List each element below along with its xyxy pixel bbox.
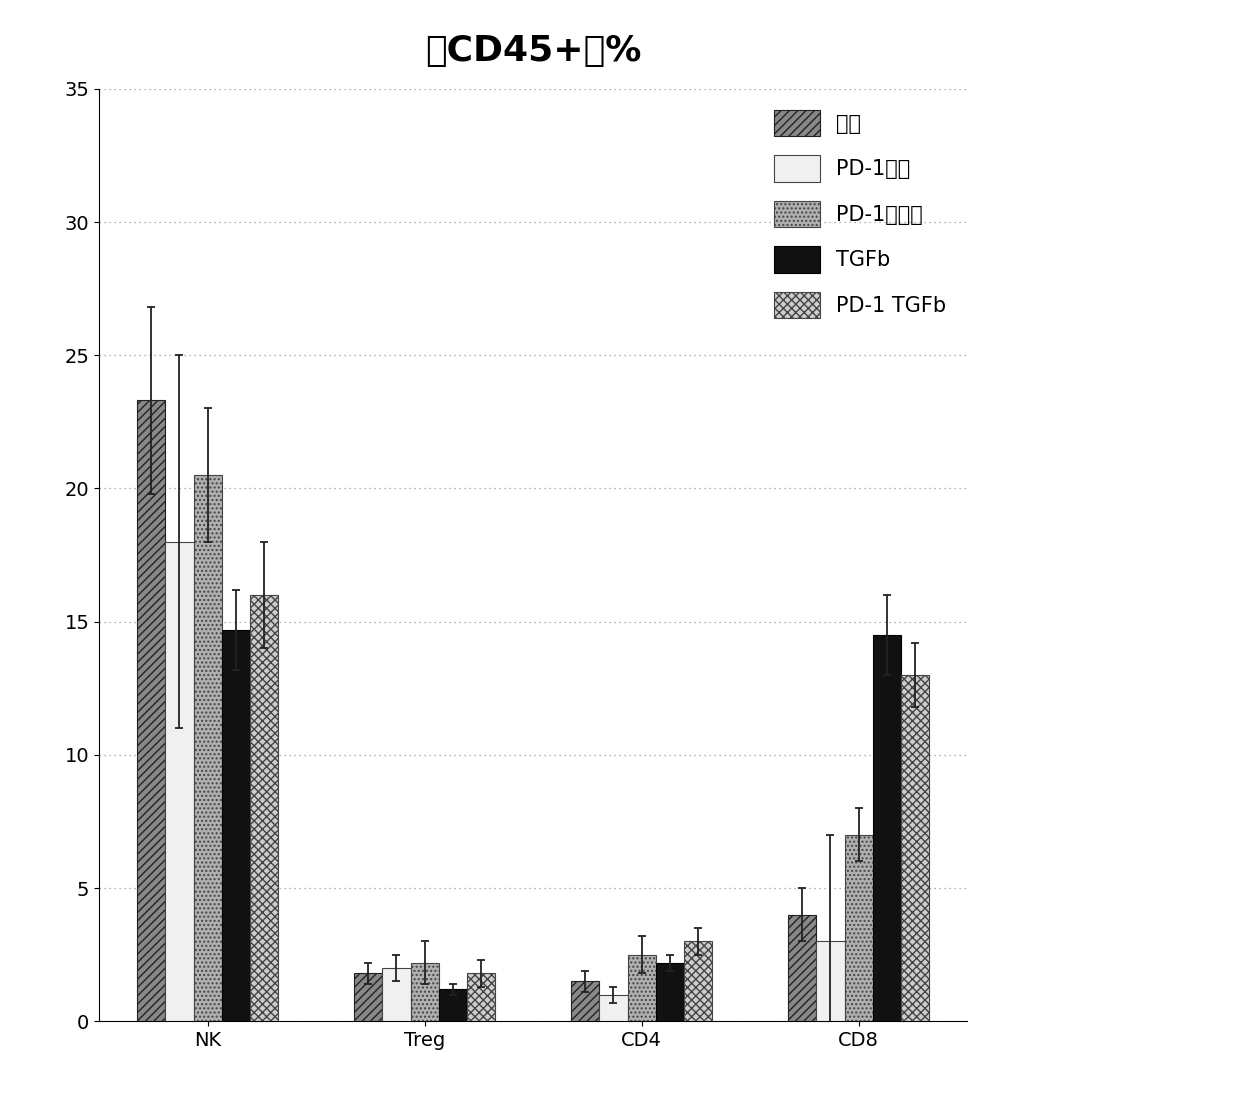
Bar	[816, 941, 844, 1021]
Bar	[250, 595, 278, 1021]
Bar	[222, 629, 250, 1021]
Bar	[410, 962, 439, 1021]
Bar	[467, 973, 495, 1021]
Bar	[844, 835, 873, 1021]
Bar	[901, 675, 929, 1021]
Bar	[789, 915, 816, 1021]
Bar	[382, 968, 410, 1021]
Bar	[684, 941, 712, 1021]
Bar	[355, 973, 382, 1021]
Bar	[873, 635, 901, 1021]
Title: 占CD45+的%: 占CD45+的%	[425, 34, 641, 68]
Bar	[572, 981, 599, 1021]
Bar	[656, 962, 684, 1021]
Bar	[627, 955, 656, 1021]
Bar	[138, 401, 165, 1021]
Bar	[165, 542, 193, 1021]
Legend: 对照, PD-1抗性, PD-1敏感性, TGFb, PD-1 TGFb: 对照, PD-1抗性, PD-1敏感性, TGFb, PD-1 TGFb	[764, 99, 957, 329]
Bar	[439, 989, 467, 1021]
Bar	[193, 475, 222, 1021]
Bar	[599, 995, 627, 1021]
